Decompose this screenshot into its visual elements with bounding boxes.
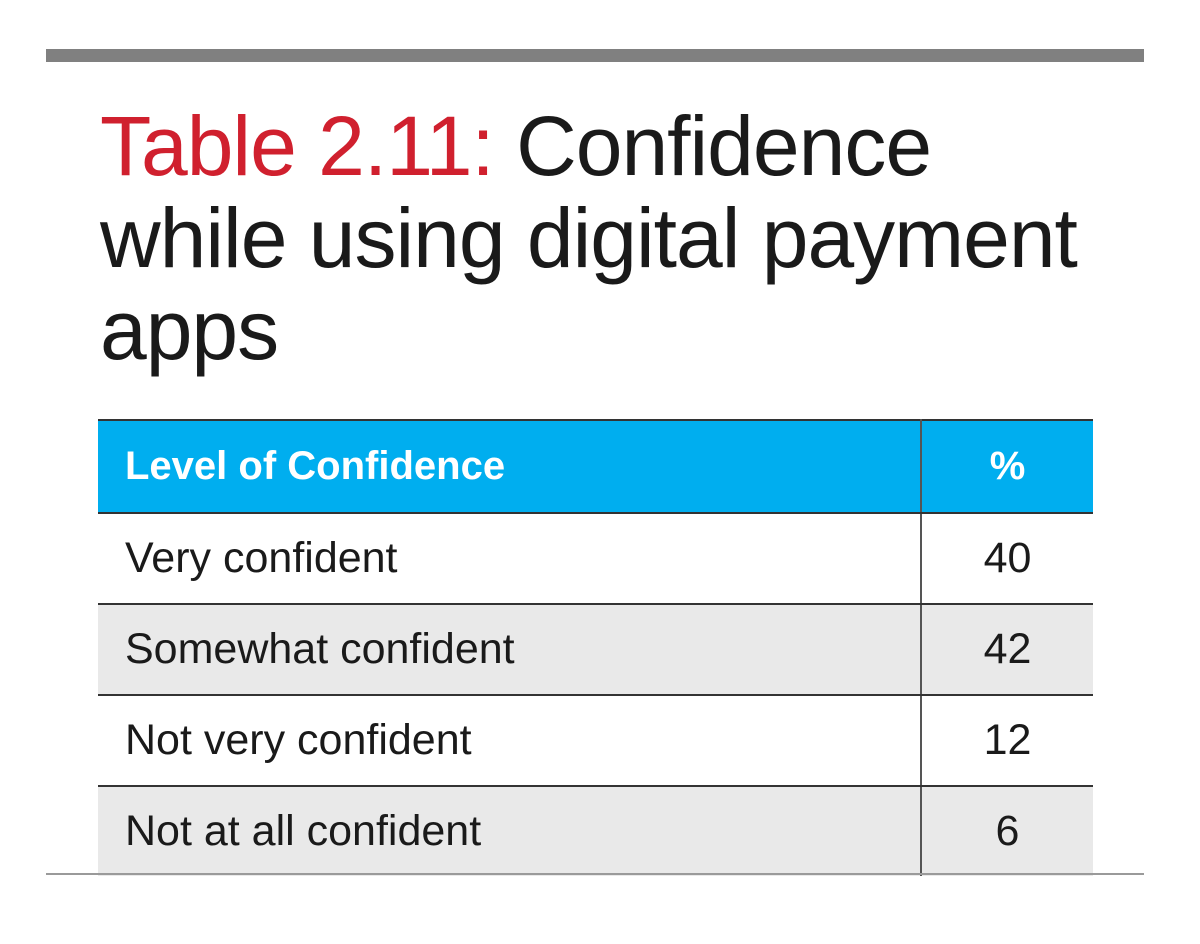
header-row: Level of Confidence % bbox=[98, 419, 1093, 514]
row-label: Very confident bbox=[98, 513, 922, 605]
table-title-text: Confidence while using digital payment a… bbox=[100, 99, 1078, 377]
table-row: Not very confident 12 bbox=[98, 695, 1093, 787]
row-label: Not very confident bbox=[98, 695, 922, 787]
row-value: 12 bbox=[921, 695, 1093, 787]
bottom-rule bbox=[46, 873, 1144, 875]
confidence-table: Level of Confidence % Very confident 40 … bbox=[98, 419, 1093, 876]
row-value: 42 bbox=[921, 604, 1093, 696]
table-number-label: Table 2.11: bbox=[100, 99, 495, 193]
row-label: Not at all confident bbox=[98, 786, 922, 876]
row-value: 6 bbox=[921, 786, 1093, 876]
row-label: Somewhat confident bbox=[98, 604, 922, 696]
header-percent: % bbox=[921, 419, 1093, 514]
table-body: Very confident 40 Somewhat confident 42 … bbox=[98, 513, 1093, 876]
row-value: 40 bbox=[921, 513, 1093, 605]
confidence-table-container: Level of Confidence % Very confident 40 … bbox=[98, 419, 1093, 876]
table-header: Level of Confidence % bbox=[98, 419, 1093, 514]
table-row: Not at all confident 6 bbox=[98, 786, 1093, 876]
table-title: Table 2.11: Confidence while using digit… bbox=[100, 100, 1100, 376]
table-row: Somewhat confident 42 bbox=[98, 604, 1093, 696]
top-rule bbox=[46, 49, 1144, 62]
table-row: Very confident 40 bbox=[98, 513, 1093, 605]
header-level-of-confidence: Level of Confidence bbox=[98, 419, 922, 514]
